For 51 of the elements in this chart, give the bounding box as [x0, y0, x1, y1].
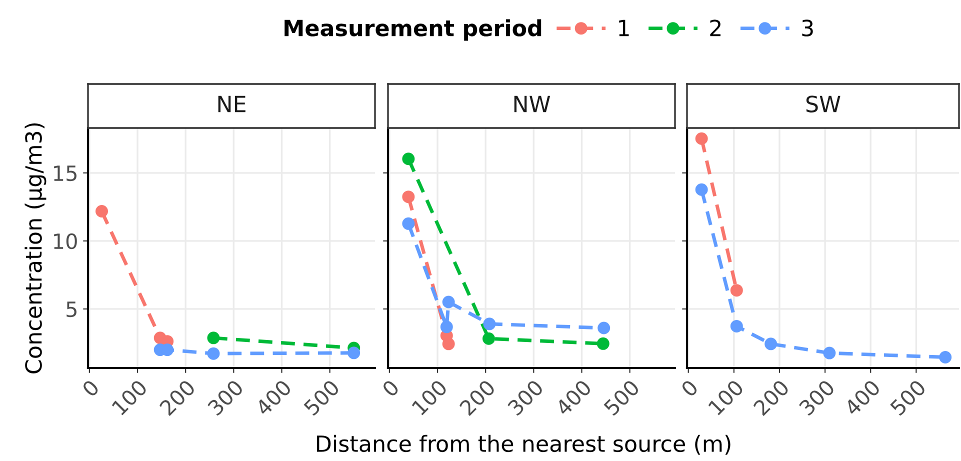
point — [442, 296, 455, 308]
point — [823, 346, 836, 360]
point — [730, 320, 743, 332]
x-tick-label: 500 — [889, 378, 927, 416]
y-tick-label: 5 — [66, 302, 76, 318]
point — [695, 183, 708, 196]
x-tick-label: 500 — [603, 378, 640, 416]
point — [96, 205, 108, 218]
point — [440, 320, 453, 334]
chart-title: SW — [806, 96, 840, 112]
y-axis-title: Concentration (µg/m3) — [24, 123, 46, 374]
x-tick-label: 300 — [798, 378, 836, 416]
point — [598, 322, 610, 334]
x-tick-label: 200 — [458, 378, 496, 416]
point — [207, 332, 220, 344]
y-tick-label: 10 — [54, 233, 77, 250]
x-tick-label: 100 — [111, 378, 148, 416]
legend-title: Measurement period — [284, 19, 542, 41]
point — [348, 346, 360, 360]
legend-label: 2 — [710, 20, 720, 36]
y-tick-label: 15 — [54, 166, 76, 182]
point — [207, 347, 220, 360]
x-tick-label: 500 — [303, 378, 340, 416]
point — [442, 338, 455, 350]
legend-label: 1 — [619, 20, 629, 36]
x-tick-label: 300 — [206, 378, 244, 416]
point — [764, 338, 778, 350]
chart-title: NW — [514, 96, 550, 112]
point — [483, 318, 496, 330]
legend-label: 3 — [802, 20, 813, 36]
x-tick-label: 400 — [843, 378, 882, 417]
x-tick-label: 200 — [158, 378, 196, 416]
x-tick-label: 400 — [554, 378, 592, 417]
x-tick-label: 400 — [254, 378, 292, 417]
point — [482, 332, 496, 345]
x-tick-label: 100 — [708, 378, 744, 416]
point — [402, 190, 415, 204]
x-tick-label: 100 — [411, 378, 448, 416]
x-tick-label: 300 — [506, 378, 544, 416]
x-tick-label: 0 — [381, 378, 400, 398]
x-tick-label: 200 — [752, 378, 790, 416]
point — [402, 152, 415, 166]
x-axis-title: Distance from the nearest source (m) — [316, 434, 730, 455]
point — [730, 284, 743, 297]
point — [695, 132, 708, 145]
point — [402, 217, 415, 230]
chart-title: NE — [218, 96, 246, 112]
point — [596, 337, 610, 350]
x-tick-label: 0 — [81, 378, 100, 398]
x-tick-label: 0 — [680, 378, 699, 398]
point — [939, 351, 952, 364]
